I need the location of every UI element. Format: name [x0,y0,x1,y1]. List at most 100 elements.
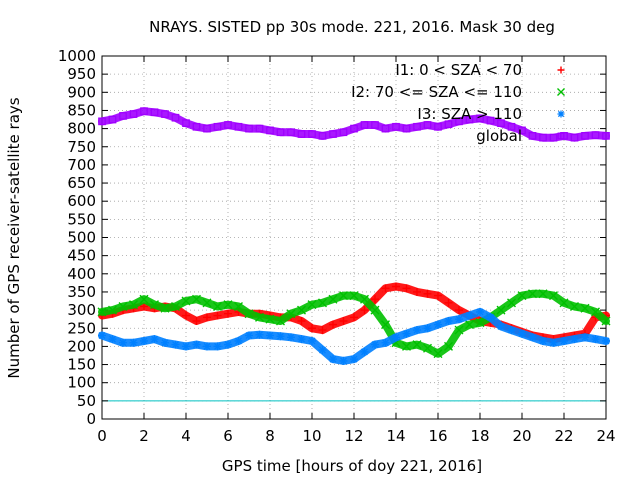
data-point [150,335,159,344]
data-point [140,302,148,311]
y-tick-label: 300 [67,301,96,319]
data-point [528,289,537,299]
data-point [360,306,369,315]
data-point [245,124,253,133]
data-point [402,329,411,338]
data-point [213,122,222,131]
data-point [528,333,537,342]
data-point [381,284,390,293]
data-point [455,306,463,315]
data-point [371,295,379,304]
data-point [192,340,201,349]
data-point [486,116,495,125]
data-point [307,300,317,310]
data-point [160,303,170,313]
data-point [549,291,558,301]
legend-marker [557,88,565,96]
data-point [108,115,117,124]
data-point [308,324,316,333]
series-band [98,107,610,142]
data-point [350,355,358,364]
x-tick-label: 8 [265,427,275,445]
x-tick-label: 20 [512,427,531,445]
data-point [234,336,243,345]
y-axis-label: Number of GPS receiver-satellite rays [5,97,23,378]
data-point [119,112,127,120]
data-point [507,122,516,131]
data-point [434,122,442,131]
y-tick-label: 550 [67,210,96,228]
x-tick-label: 16 [428,427,447,445]
data-point [339,316,348,325]
data-point [350,313,358,322]
data-point [276,316,285,326]
x-tick-label: 0 [97,427,107,445]
y-tick-label: 500 [67,229,96,247]
data-point [370,305,380,315]
x-tick-label: 6 [223,427,233,445]
data-point [129,110,138,118]
data-point [182,119,190,128]
data-point [318,132,327,140]
y-tick-label: 600 [67,192,96,210]
data-point [496,305,506,315]
data-point [182,311,190,320]
data-point [98,117,106,126]
legend-label: I3: SZA > 110 [417,105,522,123]
data-point [444,298,453,307]
data-point [465,320,474,330]
data-point [255,124,264,133]
data-point [402,341,411,351]
data-point [392,333,400,342]
data-point [591,307,600,317]
data-point [161,338,169,347]
y-tick-label: 200 [67,337,96,355]
data-point [581,333,589,342]
data-point [181,296,191,306]
data-point [433,349,443,359]
data-point [402,124,411,133]
data-point [213,311,222,320]
data-point [423,324,432,333]
chart-title: NRAYS. SISTED pp 30s mode. 221, 2016. Ma… [149,18,555,36]
data-point [308,336,316,345]
y-tick-label: 400 [67,265,96,283]
data-point [203,124,211,133]
data-point [475,318,485,328]
y-tick-label: 700 [67,156,96,174]
data-point [381,338,390,347]
data-point [591,335,600,344]
data-point [234,122,243,131]
series-2 [98,307,610,365]
data-point [339,291,348,301]
data-point [224,340,232,349]
data-point [297,316,306,325]
y-tick-label: 50 [77,392,96,410]
series-layer [97,107,611,365]
x-tick-label: 10 [302,427,321,445]
data-point [591,131,600,139]
data-point [108,305,117,315]
data-point [339,356,348,365]
data-point [286,309,296,319]
x-tick-label: 18 [470,427,489,445]
data-point [203,313,211,322]
x-tick-label: 14 [386,427,405,445]
data-point [371,340,379,349]
series-3 [98,107,610,142]
data-point [434,291,442,300]
data-point [276,128,285,137]
data-point [266,331,274,340]
data-point [412,340,422,350]
data-point [602,336,610,345]
y-tick-label: 150 [67,356,96,374]
data-point [581,132,589,140]
data-point [570,301,579,311]
data-point [202,298,212,308]
data-point [255,312,264,322]
data-point [507,298,516,308]
x-tick-label: 4 [181,427,191,445]
data-point [413,122,421,131]
y-tick-label: 450 [67,247,96,265]
